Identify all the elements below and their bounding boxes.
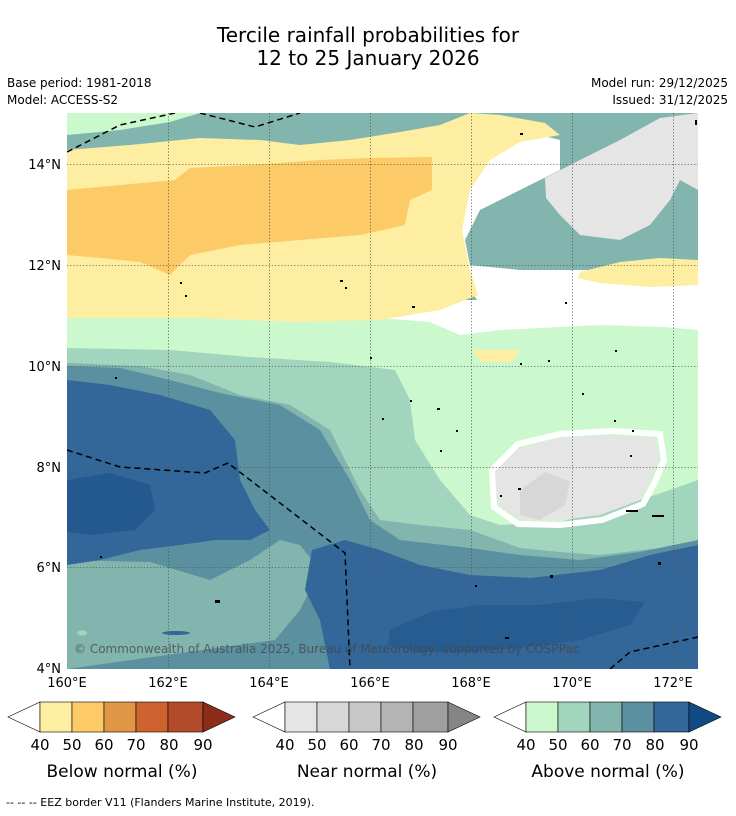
tick-label: 90 <box>679 736 699 754</box>
lon-label: 162°E <box>148 676 188 691</box>
above-60-south <box>67 540 320 669</box>
lat-labels: 14°N 12°N 10°N 8°N 6°N 4°N <box>28 158 61 677</box>
copyright-text: © Commonwealth of Australia 2025, Bureau… <box>74 642 579 656</box>
lat-label: 4°N <box>37 662 62 677</box>
below-arrow-low <box>7 701 41 733</box>
tick-label: 40 <box>516 736 536 754</box>
tick-label: 50 <box>307 736 327 754</box>
tick-label: 50 <box>62 736 82 754</box>
lon-labels: 160°E 162°E 164°E 166°E 168°E 170°E 172°… <box>47 676 693 691</box>
tick-label: 40 <box>30 736 50 754</box>
eez-borders <box>67 113 698 669</box>
issued-date: Issued: 31/12/2025 <box>612 93 728 107</box>
near-swatch <box>316 701 350 733</box>
tick-label: 80 <box>645 736 665 754</box>
below-swatch <box>103 701 137 733</box>
small-patch <box>162 631 190 635</box>
near-swatch <box>380 701 414 733</box>
lat-label: 10°N <box>28 360 61 375</box>
white-ring-east <box>488 427 668 529</box>
tick-label: 60 <box>339 736 359 754</box>
model-name: Model: ACCESS-S2 <box>7 93 119 107</box>
above-swatch <box>557 701 591 733</box>
title-line-2: 12 to 25 January 2026 <box>256 46 480 70</box>
title-line-1: Tercile rainfall probabilities for <box>216 23 520 47</box>
above-normal-label: Above normal (%) <box>531 762 685 782</box>
lon-label: 164°E <box>249 676 289 691</box>
lon-label: 170°E <box>552 676 592 691</box>
eez-footnote: -- -- -- EEZ border V11 (Flanders Marine… <box>6 796 315 809</box>
tick-label: 60 <box>580 736 600 754</box>
above-90-west <box>67 473 155 535</box>
islands <box>100 120 697 639</box>
tick-label: 70 <box>126 736 146 754</box>
near-40-northeast <box>545 113 698 240</box>
below-swatch <box>167 701 204 733</box>
above-90-south <box>388 598 645 652</box>
above-arrow-high <box>688 701 722 733</box>
near-normal-label: Near normal (%) <box>296 762 438 782</box>
above-colorbar <box>493 701 722 733</box>
tick-label: 70 <box>371 736 391 754</box>
below-swatch <box>135 701 169 733</box>
tick-label: 80 <box>404 736 424 754</box>
lat-label: 6°N <box>37 561 62 576</box>
below-colorbar <box>7 701 236 733</box>
tick-label: 80 <box>159 736 179 754</box>
small-patch-2 <box>77 630 87 636</box>
lon-label: 172°E <box>653 676 693 691</box>
tick-label: 90 <box>438 736 458 754</box>
above-swatch <box>589 701 623 733</box>
below-swatch <box>39 701 73 733</box>
near-50-east <box>520 472 570 520</box>
above-80-south <box>305 540 698 669</box>
below-50-region <box>67 157 432 275</box>
graticule <box>67 113 698 669</box>
near-swatch <box>284 701 318 733</box>
tick-label: 50 <box>548 736 568 754</box>
rainfall-map: © Commonwealth of Australia 2025, Bureau… <box>28 113 698 691</box>
lon-label: 160°E <box>47 676 87 691</box>
lat-label: 8°N <box>37 461 62 476</box>
tick-label: 70 <box>612 736 632 754</box>
tick-label: 90 <box>193 736 213 754</box>
base-period: Base period: 1981-2018 <box>7 76 152 90</box>
model-run: Model run: 29/12/2025 <box>590 76 728 90</box>
lat-label: 12°N <box>28 259 61 274</box>
below-normal-label: Below normal (%) <box>46 762 198 782</box>
above-arrow-low <box>493 701 527 733</box>
near-colorbar <box>252 701 481 733</box>
below-arrow-high <box>202 701 236 733</box>
tick-label: 60 <box>94 736 114 754</box>
lat-label: 14°N <box>28 158 61 173</box>
below-swatch <box>71 701 105 733</box>
above-swatch <box>525 701 559 733</box>
above-40-north <box>67 113 200 135</box>
colorbars <box>7 701 722 733</box>
above-swatch <box>653 701 690 733</box>
lon-label: 166°E <box>350 676 390 691</box>
above-swatch <box>621 701 655 733</box>
below-40-small <box>472 350 520 362</box>
tick-label: 40 <box>275 736 295 754</box>
near-swatch <box>412 701 449 733</box>
lon-label: 168°E <box>451 676 491 691</box>
near-arrow-high <box>447 701 481 733</box>
near-arrow-low <box>252 701 286 733</box>
near-swatch <box>348 701 382 733</box>
